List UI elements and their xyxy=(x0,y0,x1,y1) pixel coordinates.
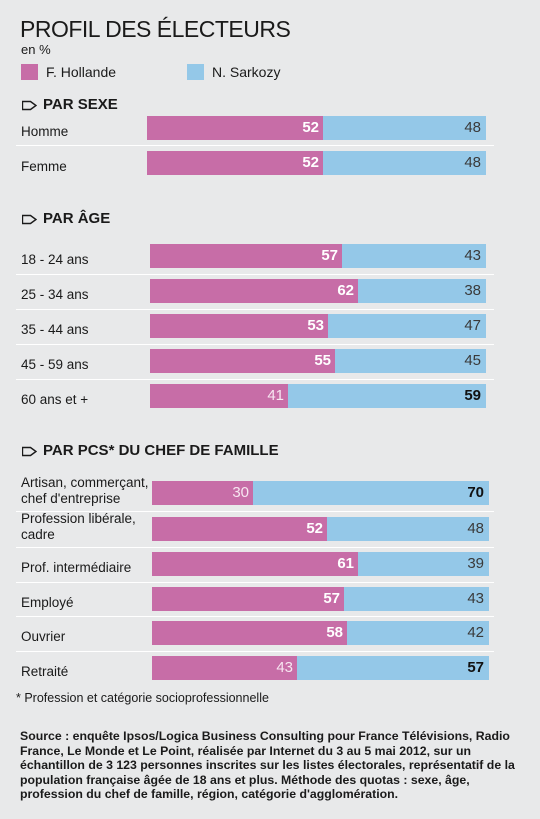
data-label-sarkozy: 45 xyxy=(464,352,481,369)
data-label-sarkozy: 48 xyxy=(464,119,481,136)
legend-label: F. Hollande xyxy=(46,64,117,80)
data-label-sarkozy: 38 xyxy=(464,282,481,299)
data-label-sarkozy: 47 xyxy=(464,317,481,334)
category-label: Femme xyxy=(21,159,67,174)
section-heading: PAR ÂGE xyxy=(22,210,110,228)
category-label: 18 - 24 ans xyxy=(21,252,89,267)
bar-sarkozy xyxy=(288,384,486,408)
arrow-right-icon xyxy=(22,446,37,456)
row-divider xyxy=(16,309,494,310)
category-label: Retraité xyxy=(21,664,69,679)
bar-sarkozy xyxy=(347,621,489,645)
data-label-hollande: 52 xyxy=(302,154,319,171)
data-label-hollande: 57 xyxy=(323,590,340,607)
bar-hollande xyxy=(150,314,328,338)
bar-sarkozy xyxy=(323,116,486,140)
bar-sarkozy xyxy=(297,656,489,680)
row-divider xyxy=(16,274,494,275)
data-label-sarkozy: 48 xyxy=(467,520,484,537)
data-label-hollande: 55 xyxy=(314,352,331,369)
bar-hollande xyxy=(152,481,253,505)
category-label: Profession libérale, cadre xyxy=(21,511,136,542)
row-divider xyxy=(16,379,494,380)
section-heading: PAR PCS* DU CHEF DE FAMILLE xyxy=(22,442,279,460)
bar-hollande xyxy=(150,349,335,373)
section-heading: PAR SEXE xyxy=(22,96,118,114)
data-label-hollande: 43 xyxy=(276,659,293,676)
category-label: 25 - 34 ans xyxy=(21,287,89,302)
bar-sarkozy xyxy=(358,279,486,303)
bar-sarkozy xyxy=(253,481,489,505)
data-label-hollande: 57 xyxy=(321,247,338,264)
data-label-sarkozy: 42 xyxy=(467,624,484,641)
category-label: Ouvrier xyxy=(21,629,66,644)
data-label-sarkozy: 70 xyxy=(467,484,484,501)
row-divider xyxy=(16,344,494,345)
data-label-hollande: 52 xyxy=(306,520,323,537)
bar-hollande xyxy=(152,587,344,611)
section-heading-text: PAR SEXE xyxy=(43,96,118,113)
category-label: Homme xyxy=(21,124,69,139)
legend-label: N. Sarkozy xyxy=(212,64,281,80)
legend-swatch xyxy=(187,64,204,80)
chart-title: PROFIL DES ÉLECTEURS xyxy=(20,16,291,42)
row-divider xyxy=(16,145,494,146)
row-divider xyxy=(16,511,494,512)
bar-hollande xyxy=(152,621,347,645)
row-divider xyxy=(16,547,494,548)
data-label-hollande: 62 xyxy=(337,282,354,299)
bar-hollande xyxy=(152,656,297,680)
data-label-hollande: 52 xyxy=(302,119,319,136)
data-label-sarkozy: 43 xyxy=(467,590,484,607)
category-label: 35 - 44 ans xyxy=(21,322,89,337)
section-heading-text: PAR ÂGE xyxy=(43,210,111,227)
arrow-right-icon xyxy=(22,100,37,110)
data-label-hollande: 61 xyxy=(337,555,354,572)
row-divider xyxy=(16,616,494,617)
data-label-hollande: 41 xyxy=(267,387,284,404)
bar-sarkozy xyxy=(358,552,489,576)
bar-hollande xyxy=(147,151,323,175)
category-label: Employé xyxy=(21,595,74,610)
data-label-hollande: 53 xyxy=(307,317,324,334)
arrow-right-icon xyxy=(22,214,37,224)
data-label-sarkozy: 59 xyxy=(464,387,481,404)
bar-sarkozy xyxy=(328,314,486,338)
chart-subtitle: en % xyxy=(21,42,51,57)
bar-sarkozy xyxy=(344,587,489,611)
data-label-sarkozy: 57 xyxy=(467,659,484,676)
bar-hollande xyxy=(150,384,288,408)
bar-hollande xyxy=(147,116,323,140)
bar-hollande xyxy=(152,517,327,541)
category-label: Prof. intermédiaire xyxy=(21,560,132,575)
bar-hollande xyxy=(150,279,358,303)
data-label-hollande: 30 xyxy=(232,484,249,501)
bar-hollande xyxy=(152,552,358,576)
category-label: 60 ans et + xyxy=(21,392,89,407)
bar-hollande xyxy=(150,244,342,268)
category-label: Artisan, commerçant, chef d'entreprise xyxy=(21,475,149,506)
bar-sarkozy xyxy=(335,349,486,373)
section-heading-text: PAR PCS* DU CHEF DE FAMILLE xyxy=(43,442,279,459)
data-label-sarkozy: 48 xyxy=(464,154,481,171)
footnote: * Profession et catégorie socioprofessio… xyxy=(16,691,269,705)
bar-sarkozy xyxy=(323,151,486,175)
category-label: 45 - 59 ans xyxy=(21,357,89,372)
row-divider xyxy=(16,582,494,583)
row-divider xyxy=(16,651,494,652)
data-label-sarkozy: 43 xyxy=(464,247,481,264)
source-note: Source : enquête Ipsos/Logica Business C… xyxy=(20,729,515,802)
legend-swatch xyxy=(21,64,38,80)
data-label-sarkozy: 39 xyxy=(467,555,484,572)
data-label-hollande: 58 xyxy=(326,624,343,641)
bar-sarkozy xyxy=(327,517,489,541)
bar-sarkozy xyxy=(342,244,486,268)
